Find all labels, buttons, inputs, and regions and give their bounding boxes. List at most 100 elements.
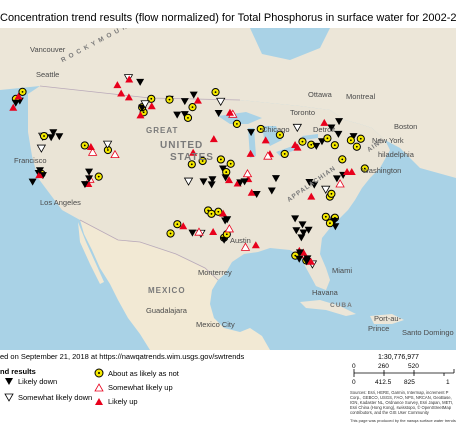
- marker-likely-down[interactable]: [35, 167, 44, 175]
- marker-likely-down[interactable]: [332, 175, 341, 183]
- marker-likely-down[interactable]: [38, 172, 47, 180]
- marker-likely-down[interactable]: [334, 130, 343, 138]
- marker-likely-up[interactable]: [219, 209, 228, 217]
- map-view[interactable]: Vancouver Seattle Francisco Los Angeles …: [0, 28, 456, 350]
- marker-likely-up[interactable]: [9, 103, 18, 111]
- marker-likely-down[interactable]: [295, 255, 304, 263]
- marker-about-as-likely[interactable]: [352, 142, 361, 151]
- marker-likely-down[interactable]: [247, 129, 256, 137]
- marker-about-as-likely[interactable]: [321, 212, 330, 221]
- marker-about-as-likely[interactable]: [216, 155, 225, 164]
- marker-likely-up[interactable]: [147, 102, 156, 110]
- marker-somewhat-likely-up[interactable]: [263, 151, 273, 160]
- marker-somewhat-likely-up[interactable]: [242, 168, 253, 178]
- marker-likely-up[interactable]: [307, 192, 316, 200]
- marker-about-as-likely[interactable]: [222, 230, 231, 239]
- marker-likely-up[interactable]: [124, 93, 133, 101]
- marker-about-as-likely[interactable]: [166, 229, 175, 238]
- marker-likely-up[interactable]: [193, 96, 202, 104]
- marker-likely-down[interactable]: [312, 142, 321, 150]
- marker-likely-down[interactable]: [85, 168, 94, 176]
- marker-about-as-likely[interactable]: [103, 145, 113, 155]
- marker-likely-down[interactable]: [214, 109, 223, 117]
- marker-likely-down[interactable]: [330, 217, 339, 225]
- marker-somewhat-likely-up[interactable]: [335, 179, 345, 188]
- marker-about-as-likely[interactable]: [323, 134, 332, 143]
- marker-likely-down[interactable]: [199, 178, 208, 186]
- marker-likely-up[interactable]: [136, 111, 145, 119]
- marker-likely-down[interactable]: [207, 181, 216, 189]
- marker-likely-down[interactable]: [221, 174, 230, 182]
- marker-likely-down[interactable]: [236, 179, 245, 187]
- marker-likely-down[interactable]: [335, 118, 344, 126]
- marker-somewhat-likely-down[interactable]: [292, 123, 303, 133]
- marker-about-as-likely[interactable]: [173, 220, 182, 229]
- marker-about-as-likely[interactable]: [198, 156, 207, 166]
- marker-somewhat-likely-down[interactable]: [36, 144, 47, 153]
- marker-likely-down[interactable]: [310, 181, 319, 189]
- marker-about-as-likely[interactable]: [80, 141, 89, 150]
- marker-somewhat-likely-down[interactable]: [183, 177, 194, 186]
- marker-likely-up[interactable]: [14, 92, 23, 100]
- marker-likely-up[interactable]: [179, 222, 188, 230]
- marker-about-as-likely[interactable]: [356, 134, 365, 143]
- marker-about-as-likely[interactable]: [360, 164, 369, 173]
- marker-somewhat-likely-up[interactable]: [224, 224, 235, 233]
- marker-about-as-likely[interactable]: [94, 172, 103, 181]
- marker-about-as-likely[interactable]: [165, 95, 174, 104]
- marker-about-as-likely[interactable]: [183, 113, 193, 122]
- marker-likely-up[interactable]: [189, 148, 198, 156]
- marker-likely-down[interactable]: [136, 78, 145, 86]
- marker-about-as-likely[interactable]: [211, 88, 220, 97]
- marker-somewhat-likely-down[interactable]: [321, 185, 331, 195]
- marker-likely-down[interactable]: [28, 178, 37, 186]
- marker-about-as-likely[interactable]: [226, 159, 235, 168]
- marker-likely-up[interactable]: [247, 188, 256, 196]
- marker-likely-up[interactable]: [117, 89, 126, 97]
- marker-about-as-likely[interactable]: [275, 130, 285, 139]
- marker-about-as-likely[interactable]: [18, 87, 27, 96]
- marker-likely-up[interactable]: [293, 143, 302, 151]
- marker-likely-down[interactable]: [173, 111, 182, 119]
- marker-about-as-likely[interactable]: [39, 131, 49, 141]
- marker-likely-down[interactable]: [55, 133, 64, 141]
- marker-somewhat-likely-down[interactable]: [216, 97, 226, 107]
- marker-likely-down[interactable]: [349, 133, 358, 141]
- marker-likely-up[interactable]: [209, 227, 218, 235]
- marker-likely-down[interactable]: [291, 215, 300, 223]
- marker-likely-down[interactable]: [188, 229, 197, 237]
- marker-somewhat-likely-down[interactable]: [102, 140, 113, 149]
- marker-likely-down[interactable]: [292, 227, 301, 235]
- marker-about-as-likely[interactable]: [325, 219, 335, 228]
- marker-likely-up[interactable]: [306, 257, 315, 265]
- marker-likely-down[interactable]: [223, 216, 232, 224]
- marker-likely-down[interactable]: [304, 226, 313, 234]
- marker-somewhat-likely-up[interactable]: [240, 242, 251, 251]
- marker-somewhat-likely-up[interactable]: [87, 147, 98, 156]
- marker-about-as-likely[interactable]: [280, 149, 289, 159]
- marker-likely-up[interactable]: [320, 118, 329, 126]
- marker-likely-down[interactable]: [252, 191, 261, 199]
- marker-likely-up[interactable]: [261, 136, 270, 144]
- marker-likely-down[interactable]: [327, 124, 336, 132]
- marker-likely-down[interactable]: [180, 98, 189, 106]
- marker-about-as-likely[interactable]: [298, 137, 307, 146]
- marker-likely-down[interactable]: [295, 249, 304, 257]
- marker-likely-up[interactable]: [113, 81, 122, 89]
- marker-likely-up[interactable]: [86, 142, 95, 150]
- marker-somewhat-likely-up[interactable]: [110, 149, 120, 159]
- marker-likely-down[interactable]: [80, 181, 89, 189]
- marker-about-as-likely[interactable]: [232, 119, 242, 128]
- marker-likely-down[interactable]: [220, 236, 229, 244]
- marker-likely-down[interactable]: [267, 187, 276, 195]
- marker-likely-down[interactable]: [189, 91, 198, 99]
- marker-likely-down[interactable]: [180, 111, 189, 119]
- marker-about-as-likely[interactable]: [256, 124, 265, 134]
- marker-likely-down[interactable]: [271, 175, 280, 183]
- marker-likely-down[interactable]: [305, 178, 314, 186]
- marker-about-as-likely[interactable]: [327, 189, 336, 198]
- marker-about-as-likely[interactable]: [207, 209, 216, 218]
- marker-somewhat-likely-down[interactable]: [140, 100, 150, 109]
- marker-about-as-likely[interactable]: [330, 141, 339, 150]
- marker-likely-up[interactable]: [35, 171, 44, 179]
